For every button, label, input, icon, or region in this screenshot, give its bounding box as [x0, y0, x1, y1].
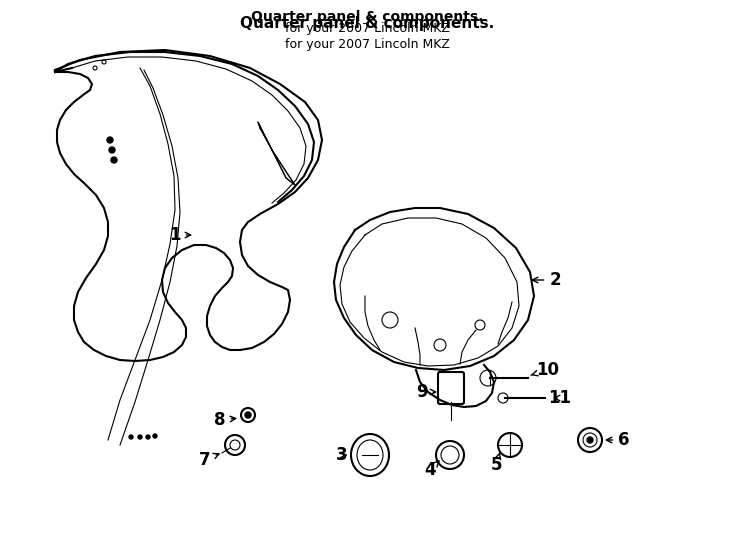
Text: 4: 4	[424, 461, 439, 479]
Circle shape	[129, 435, 133, 439]
Text: Quarter panel & components.: Quarter panel & components.	[240, 16, 494, 31]
Text: 3: 3	[336, 446, 348, 464]
Text: for your 2007 Lincoln MKZ: for your 2007 Lincoln MKZ	[285, 38, 449, 51]
Text: 1: 1	[170, 226, 191, 244]
Circle shape	[245, 412, 251, 418]
Text: 7: 7	[199, 451, 219, 469]
Circle shape	[109, 147, 115, 153]
Text: 9: 9	[416, 383, 436, 401]
Text: 6: 6	[606, 431, 630, 449]
Text: 11: 11	[548, 389, 572, 407]
Text: 10: 10	[531, 361, 559, 379]
Text: for your 2007 Lincoln MKZ: for your 2007 Lincoln MKZ	[285, 22, 449, 35]
Text: Quarter panel & components.: Quarter panel & components.	[251, 10, 483, 24]
Circle shape	[107, 137, 113, 143]
Circle shape	[153, 434, 157, 438]
Text: 2: 2	[532, 271, 561, 289]
Circle shape	[587, 437, 593, 443]
Text: 5: 5	[490, 453, 502, 474]
Polygon shape	[258, 122, 295, 185]
Text: 8: 8	[214, 411, 236, 429]
Circle shape	[146, 435, 150, 439]
Circle shape	[138, 435, 142, 439]
Circle shape	[111, 157, 117, 163]
